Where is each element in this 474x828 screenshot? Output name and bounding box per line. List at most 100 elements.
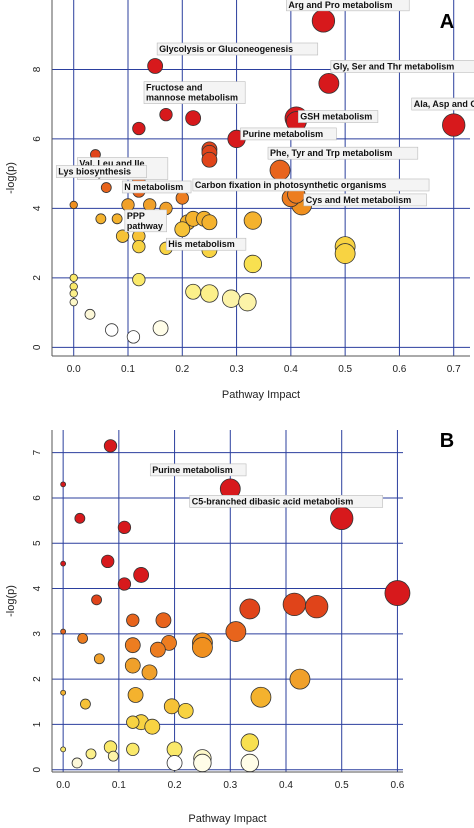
data-point	[174, 221, 191, 238]
x-tick-label: 0.5	[335, 780, 349, 791]
data-point	[330, 506, 354, 530]
y-tick-label: 0	[32, 344, 43, 350]
label-text: Purine metabolism	[152, 465, 233, 475]
x-tick-label: 0.5	[338, 364, 352, 375]
label-box	[267, 146, 419, 160]
y-tick-label: 7	[32, 449, 43, 455]
label-text: Arg and Pro metabolism	[288, 0, 392, 10]
data-point	[132, 239, 146, 254]
data-point	[69, 298, 78, 307]
data-point	[238, 293, 257, 312]
data-point	[384, 580, 411, 606]
point-label: Arg and Pro metabolism	[286, 0, 410, 12]
label-box	[297, 110, 379, 123]
data-point	[107, 750, 119, 762]
data-point	[318, 72, 340, 94]
x-tick-label: 0.1	[112, 780, 126, 791]
label-box	[303, 193, 427, 207]
data-point	[69, 273, 78, 283]
point-label: His metabolism	[165, 237, 247, 251]
y-axis-title: -log(p)	[5, 585, 17, 617]
data-point	[69, 282, 78, 291]
x-tick-label: 0.7	[447, 364, 461, 375]
point-label: Ala, Asp and Glu metabolism	[411, 97, 474, 111]
point-label: Lys biosynthesis	[55, 165, 147, 178]
label-box	[192, 178, 430, 192]
x-tick-label: 0.1	[121, 364, 135, 375]
label-text: Cys and Met metabolism	[306, 195, 412, 205]
data-point	[91, 594, 102, 606]
point-label: Cys and Met metabolism	[303, 193, 427, 207]
data-point	[159, 107, 173, 122]
label-text: Fructose and	[146, 83, 203, 93]
data-point	[141, 664, 158, 681]
label-box	[156, 42, 319, 56]
data-point	[133, 567, 150, 583]
data-point	[85, 748, 97, 760]
panel-b: 0.0 0.1 0.2 0.3 0.4 0.5 0.6 0 1 2 3 4 5 6 7 Pathway Imp…	[5, 430, 454, 825]
data-point	[201, 151, 218, 168]
data-point	[185, 283, 202, 300]
data-point	[192, 637, 213, 658]
point-label: Glycolysis or Gluconeogenesis	[156, 42, 319, 56]
data-point	[311, 9, 336, 33]
label-text: C5-branched dibasic acid metabolism	[192, 496, 354, 506]
data-point	[442, 113, 466, 137]
label-text: N metabolism	[124, 182, 183, 192]
label-text: Lys biosynthesis	[58, 167, 131, 177]
data-point	[243, 254, 263, 274]
data-point	[175, 191, 189, 205]
data-point	[126, 715, 140, 729]
data-point	[60, 560, 67, 567]
data-point	[127, 687, 144, 703]
point-label: N metabolism	[121, 180, 192, 194]
data-point	[101, 554, 115, 569]
y-tick-label: 4	[32, 205, 43, 211]
label-box	[55, 165, 147, 178]
y-tick-label: 1	[32, 721, 43, 727]
data-point	[60, 481, 67, 488]
x-tick-label: 0.0	[67, 364, 81, 375]
data-point	[69, 289, 78, 298]
data-point	[111, 213, 123, 225]
x-tick-label: 0.6	[392, 364, 406, 375]
panel-letter: B	[440, 430, 454, 452]
label-text: Val, Leu and Ile	[79, 159, 144, 169]
data-point	[282, 592, 307, 617]
x-tick-label: 0.3	[223, 780, 237, 791]
data-point	[126, 330, 141, 344]
data-point	[60, 628, 67, 635]
x-tick-label: 0.0	[56, 780, 70, 791]
data-point	[177, 702, 194, 719]
label-text: Gly, Ser and Thr metabolism	[333, 61, 454, 71]
label-text: GSH metabolism	[300, 112, 372, 122]
y-tick-label: 8	[32, 66, 43, 72]
data-point	[126, 613, 140, 627]
data-point	[71, 757, 83, 769]
data-point	[143, 198, 157, 212]
data-point	[69, 200, 78, 210]
y-tick-label: 5	[32, 540, 43, 546]
data-point	[221, 289, 241, 308]
data-point	[60, 689, 67, 696]
x-axis-title: Pathway Impact	[188, 813, 266, 825]
label-text: Ala, Asp and Glu metabolism	[414, 99, 474, 109]
data-point	[103, 439, 118, 453]
y-tick-label: 2	[32, 676, 43, 682]
label-text: mannose metabolism	[146, 93, 238, 103]
data-point	[155, 612, 172, 629]
label-box	[330, 60, 474, 73]
y-tick-label: 2	[32, 275, 43, 281]
data-point	[147, 58, 164, 74]
y-tick-label: 0	[32, 767, 43, 773]
data-point	[240, 733, 259, 752]
label-box	[189, 495, 384, 508]
data-point	[166, 755, 183, 771]
panel-letter: A	[440, 11, 454, 33]
data-point	[124, 657, 141, 674]
label-box	[149, 463, 247, 477]
data-point	[77, 632, 89, 644]
data-point	[84, 308, 96, 320]
